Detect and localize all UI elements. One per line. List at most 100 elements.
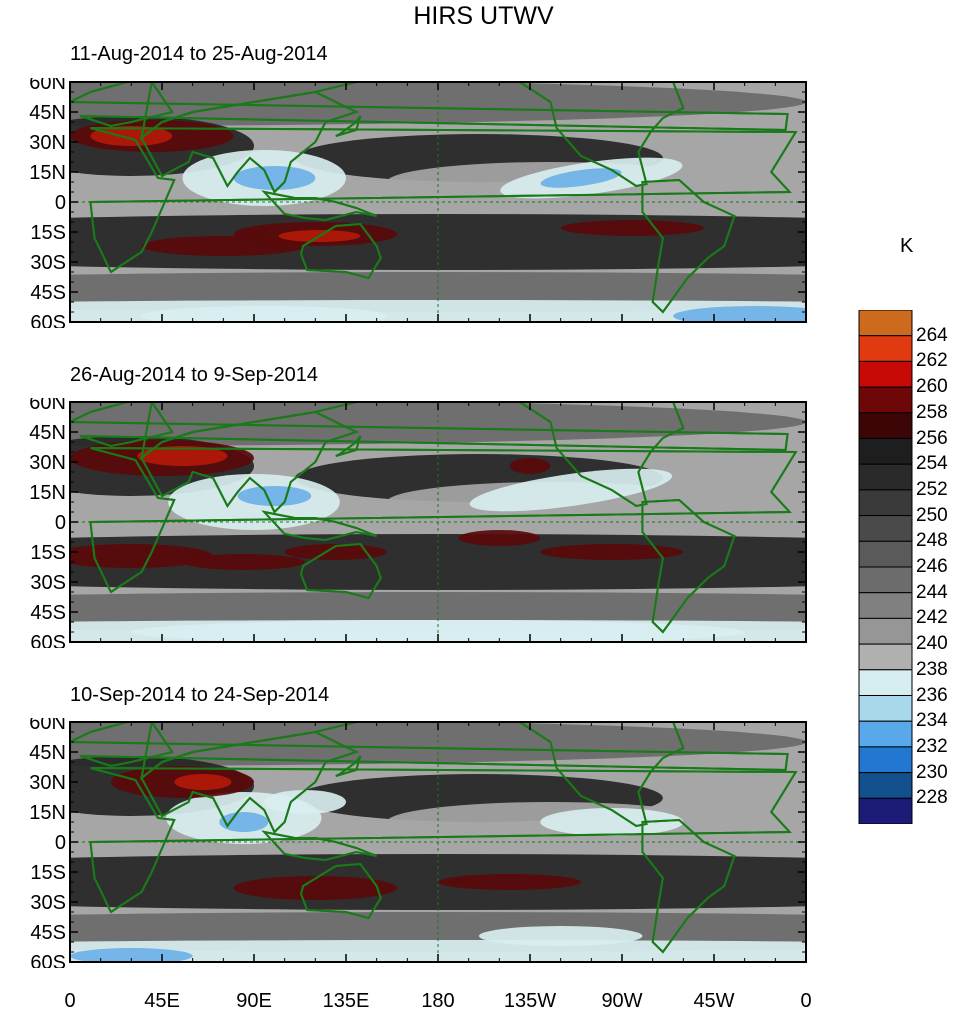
x-tick-label: 45E: [144, 990, 180, 1012]
coastline: [299, 862, 382, 920]
contour-region: [70, 402, 806, 446]
y-tick-label: 15S: [30, 542, 66, 564]
coastline: [70, 402, 789, 452]
colorbar-box: [858, 746, 913, 774]
map-panel-3: 60N 45N 30N 15N 0 15S 30S 45S 60S: [29, 718, 807, 968]
y-tick-label: 30S: [30, 252, 66, 274]
colorbar-label: 230: [916, 761, 948, 783]
y-tick-label: 45N: [29, 102, 66, 124]
colorbar-box: [858, 412, 913, 440]
colorbar-label: 240: [916, 633, 948, 655]
x-axis-labels: 0 45E 90E 135E 180 135W 90W 45W 0: [64, 990, 811, 1012]
colorbar-box: [858, 617, 913, 645]
y-tick-label: 45N: [29, 422, 66, 444]
colorbar-box: [858, 566, 913, 594]
contour-region: [237, 486, 312, 506]
colorbar-label: 238: [916, 658, 948, 680]
contour-region: [540, 808, 684, 836]
y-tick-label: 60N: [29, 398, 66, 414]
colorbar-unit: K: [900, 235, 914, 257]
x-tick-label: 0: [64, 990, 75, 1012]
y-tick-label: 30S: [30, 572, 66, 594]
contour-region: [233, 876, 398, 900]
colorbar-label: 232: [916, 735, 948, 757]
contour-region: [284, 544, 387, 560]
contour-region: [174, 774, 232, 790]
coastline: [335, 435, 362, 457]
y-tick-label: 0: [55, 512, 66, 534]
coastline: [641, 498, 736, 634]
colorbar-box: [858, 695, 913, 722]
colorbar-box: [858, 463, 913, 491]
colorbar-box: [858, 797, 913, 824]
x-tick-label: 90E: [236, 990, 272, 1012]
contour-region: [264, 790, 346, 814]
colorbar-label: 236: [916, 684, 948, 706]
y-tick-label: 45S: [30, 282, 66, 304]
colorbar-box: [858, 360, 913, 388]
contour-region: [509, 458, 551, 474]
y-tick-label: 15N: [29, 482, 66, 504]
y-tick-label: 60N: [29, 78, 66, 94]
y-tick-label: 30N: [29, 772, 66, 794]
coastline: [299, 542, 382, 600]
colorbar-box: [858, 310, 913, 337]
contour-region: [458, 530, 541, 546]
map-panel-2: 60N 45N 30N 15N 0 15S 30S 45S 60S: [29, 398, 807, 648]
contour-region: [137, 446, 228, 466]
colorbar-label: 248: [916, 530, 948, 552]
colorbar-label: 250: [916, 504, 948, 526]
coastline: [335, 115, 362, 137]
x-tick-label: 90W: [601, 990, 642, 1012]
panel-title-3: 10-Sep-2014 to 24-Sep-2014: [70, 684, 330, 706]
contour-region: [219, 812, 269, 832]
contour-region: [141, 306, 387, 322]
colorbar-box: [858, 335, 913, 362]
coastline: [335, 755, 362, 777]
coastline: [514, 82, 685, 188]
y-tick-label: 45S: [30, 922, 66, 944]
colorbar-label: 246: [916, 556, 948, 577]
colorbar-label: 254: [916, 453, 948, 475]
colorbar: [858, 310, 913, 824]
contour-region: [540, 168, 622, 188]
contour-region: [560, 220, 704, 236]
colorbar-label: 264: [916, 324, 948, 346]
colorbar-box: [858, 643, 913, 671]
y-tick-label: 60N: [29, 718, 66, 734]
y-tick-label: 30S: [30, 892, 66, 914]
contour-region: [70, 82, 806, 126]
coastline: [70, 82, 789, 132]
y-tick-label: 15S: [30, 222, 66, 244]
colorbar-box: [858, 386, 913, 414]
colorbar-label: 242: [916, 607, 948, 629]
colorbar-label: 234: [916, 710, 948, 732]
colorbar-label: 260: [916, 376, 948, 398]
y-tick-label: 30N: [29, 452, 66, 474]
coastline: [70, 722, 789, 772]
colorbar-label: 258: [916, 401, 948, 423]
panel-title-2: 26-Aug-2014 to 9-Sep-2014: [70, 364, 318, 386]
y-tick-label: 60S: [30, 632, 66, 648]
colorbar-label: 262: [916, 350, 948, 372]
coastline: [641, 818, 736, 954]
y-tick-label: 60S: [30, 312, 66, 328]
x-tick-label: 135W: [504, 990, 556, 1012]
colorbar-box: [858, 592, 913, 619]
coastline: [261, 510, 378, 542]
y-tick-label: 60S: [30, 952, 66, 968]
y-tick-label: 15S: [30, 862, 66, 884]
y-tick-label: 45N: [29, 742, 66, 764]
coastline: [299, 222, 382, 280]
contour-region: [540, 544, 684, 560]
colorbar-label: 228: [916, 787, 948, 809]
chart-title: HIRS UTWV: [413, 2, 554, 30]
coastline: [261, 190, 378, 222]
contour-region: [70, 722, 806, 766]
y-tick-label: 0: [55, 192, 66, 214]
coastline: [140, 730, 359, 834]
colorbar-label: 256: [916, 427, 948, 449]
contour-region: [469, 468, 673, 512]
contour-region: [233, 166, 316, 190]
colorbar-box: [858, 515, 913, 542]
